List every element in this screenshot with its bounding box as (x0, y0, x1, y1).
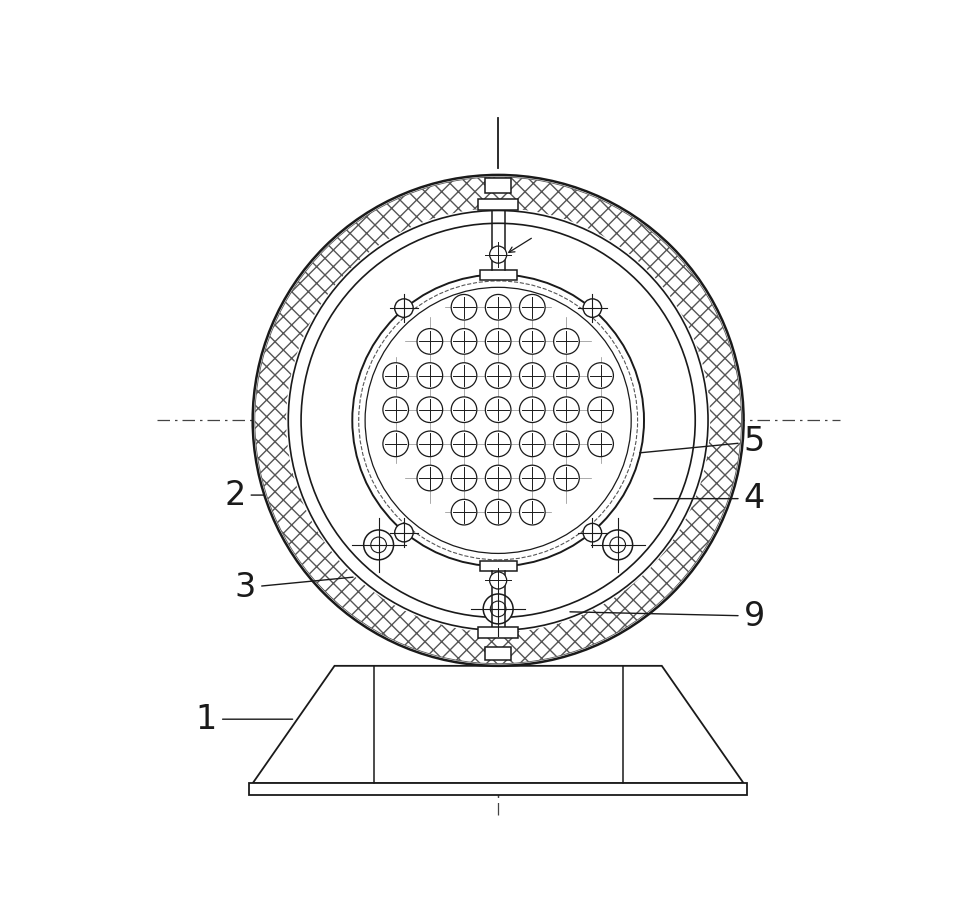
Circle shape (417, 465, 442, 491)
Bar (479, 270, 517, 279)
Circle shape (417, 329, 442, 354)
Circle shape (519, 397, 545, 422)
Circle shape (255, 177, 742, 663)
Circle shape (364, 530, 394, 560)
Circle shape (485, 465, 511, 491)
Circle shape (483, 594, 513, 624)
Circle shape (554, 431, 579, 456)
Circle shape (451, 397, 477, 422)
Bar (478, 626, 518, 638)
Circle shape (370, 537, 387, 553)
Circle shape (451, 363, 477, 388)
Circle shape (485, 329, 511, 354)
Text: 3: 3 (235, 571, 353, 604)
Circle shape (253, 175, 744, 666)
Circle shape (603, 530, 633, 560)
Circle shape (588, 363, 613, 388)
Circle shape (490, 572, 506, 589)
Circle shape (395, 298, 413, 317)
Circle shape (451, 329, 477, 354)
Circle shape (519, 295, 545, 320)
Circle shape (554, 465, 579, 491)
Circle shape (554, 329, 579, 354)
Bar (485, 178, 511, 193)
Circle shape (352, 274, 644, 566)
Circle shape (485, 431, 511, 456)
Circle shape (554, 363, 579, 388)
Circle shape (451, 465, 477, 491)
Circle shape (417, 363, 442, 388)
Text: 9: 9 (570, 600, 765, 633)
Circle shape (519, 465, 545, 491)
Circle shape (286, 208, 711, 632)
Text: 4: 4 (654, 482, 765, 516)
Circle shape (490, 602, 506, 616)
Circle shape (519, 499, 545, 525)
Circle shape (588, 431, 613, 456)
Circle shape (451, 499, 477, 525)
Text: 1: 1 (195, 702, 293, 736)
Circle shape (519, 329, 545, 354)
Circle shape (519, 431, 545, 456)
Circle shape (383, 363, 408, 388)
Bar (485, 648, 511, 660)
Circle shape (417, 431, 442, 456)
Circle shape (583, 523, 602, 541)
Circle shape (417, 397, 442, 422)
Circle shape (451, 295, 477, 320)
Circle shape (583, 298, 602, 317)
Circle shape (451, 431, 477, 456)
Circle shape (554, 397, 579, 422)
Circle shape (383, 431, 408, 456)
Circle shape (485, 397, 511, 422)
Bar (478, 199, 518, 211)
Polygon shape (253, 666, 744, 784)
Bar (249, 784, 747, 795)
Circle shape (395, 523, 413, 541)
Bar (479, 561, 517, 571)
Circle shape (588, 397, 613, 422)
Circle shape (485, 295, 511, 320)
Text: 5: 5 (640, 425, 765, 458)
Circle shape (383, 397, 408, 422)
Circle shape (485, 363, 511, 388)
Circle shape (519, 363, 545, 388)
Circle shape (609, 537, 626, 553)
Circle shape (490, 246, 506, 263)
Circle shape (485, 499, 511, 525)
Text: 2: 2 (225, 479, 264, 512)
Circle shape (301, 224, 695, 617)
